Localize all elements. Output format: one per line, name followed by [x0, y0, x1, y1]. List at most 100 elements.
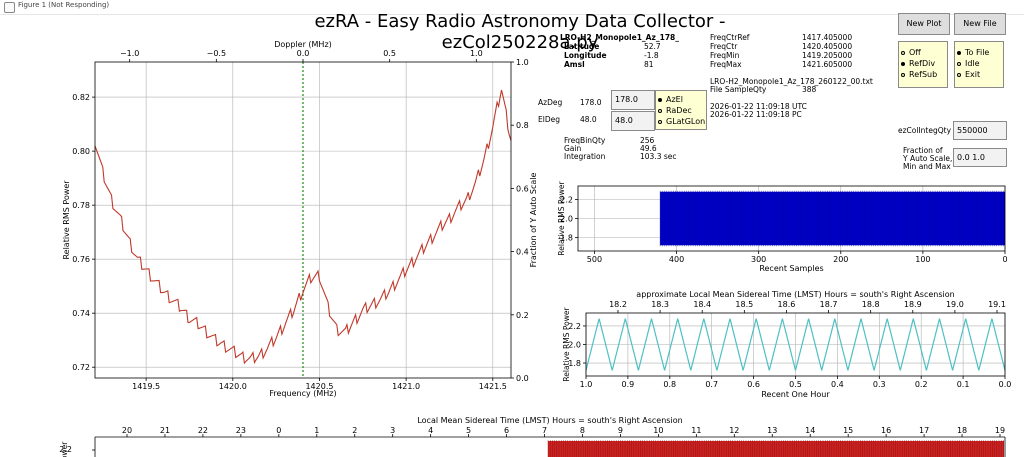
- top-x-tick-label: 14: [805, 426, 815, 435]
- freqmin-label: FreqMin: [710, 51, 740, 60]
- x-tick-label: 400: [669, 255, 684, 264]
- top-x-tick-label: 18.5: [735, 300, 753, 309]
- top-x-tick-label: 2: [352, 426, 357, 435]
- freqmax-label: FreqMax: [710, 60, 742, 69]
- x-tick-label: 1421.0: [392, 382, 420, 391]
- top-x-tick-label: 11: [691, 426, 701, 435]
- az-input[interactable]: 178.0: [611, 90, 655, 110]
- radio-idle[interactable]: Idle: [955, 58, 1003, 69]
- y-tick-label: 2.2: [59, 445, 72, 454]
- top-x-tick-label: 23: [236, 426, 246, 435]
- top-x-tick-label: 0: [276, 426, 281, 435]
- plot-frame: [577, 185, 1006, 252]
- x-axis-label: Recent Samples: [759, 264, 823, 273]
- radio-label: Exit: [965, 70, 981, 79]
- right-y-tick-label: 0.0: [516, 374, 529, 383]
- el-label: ElDeg: [538, 115, 560, 124]
- top-x-tick-label: 18.2: [609, 300, 627, 309]
- top-x-tick-label: 17: [919, 426, 929, 435]
- right-y-tick-label: 1.0: [516, 58, 529, 67]
- plot-frame: [94, 61, 512, 379]
- freqmin-value: 1419.205000: [802, 51, 853, 60]
- freqctr-value: 1420.405000: [802, 42, 853, 51]
- param-value: 103.3 sec: [640, 152, 677, 161]
- time-pc: 2026-01-22 11:09:18 PC: [710, 110, 802, 119]
- radio-off[interactable]: Off: [899, 47, 947, 58]
- top-x-tick-label: 10: [653, 426, 663, 435]
- top-x-tick-label: 13: [767, 426, 777, 435]
- yscale-label-line: Y Auto Scale,: [903, 154, 953, 163]
- x-tick-label: 0.4: [831, 380, 844, 389]
- freqmax-value: 1421.605000: [802, 60, 853, 69]
- radio-radec[interactable]: RaDec: [656, 105, 706, 116]
- y-tick-label: 0.76: [72, 255, 90, 264]
- radio-dot-icon: [901, 72, 905, 77]
- radio-dot-icon: [957, 61, 961, 66]
- time-utc: 2026-01-22 11:09:18 UTC: [710, 102, 807, 111]
- radio-to-file[interactable]: To File: [955, 47, 1003, 58]
- new-file-button[interactable]: New File: [954, 13, 1006, 35]
- radio-label: Off: [909, 48, 921, 57]
- top-x-tick-label: 9: [618, 426, 623, 435]
- radio-dot-icon: [658, 108, 662, 113]
- samples-band: [660, 191, 1005, 246]
- right-y-tick-label: 0.4: [516, 248, 529, 257]
- yscale-label-line: Min and Max: [903, 162, 951, 171]
- freq-info: FreqCtrRef 1417.405000 FreqCtr 1420.405000…: [710, 34, 870, 70]
- integ-label: ezColIntegQty: [898, 126, 952, 135]
- latitude-value: 52.7: [644, 42, 661, 51]
- x-axis-label: Frequency (MHz): [269, 389, 336, 398]
- top-x-tick-label: 3: [390, 426, 395, 435]
- top-x-tick-label: 1.0: [470, 49, 483, 58]
- y-tick-label: 2.0: [560, 215, 573, 224]
- top-x-tick-label: 1: [314, 426, 319, 435]
- file-sample-label: File SampleQty: [710, 85, 767, 94]
- radio-label: RaDec: [666, 106, 692, 115]
- plot-frame: [585, 312, 1006, 377]
- x-tick-label: 0.7: [705, 380, 718, 389]
- radio-glatglon[interactable]: GLatGLon: [656, 116, 706, 127]
- top-x-tick-label: 18: [957, 426, 967, 435]
- x-tick-label: 0.5: [789, 380, 802, 389]
- y-tick-label: 2.0: [568, 341, 581, 350]
- window-app-icon: [4, 2, 15, 13]
- y-tick-label: 0.72: [72, 363, 90, 372]
- integ-input[interactable]: 550000: [953, 121, 1007, 140]
- site-name: LRO-H2_Monopole1_Az_178_: [560, 33, 680, 42]
- x-tick-label: 1421.5: [479, 382, 507, 391]
- radio-refsub[interactable]: RefSub: [899, 69, 947, 80]
- freqctrref-value: 1417.405000: [802, 33, 853, 42]
- el-input[interactable]: 48.0: [611, 111, 655, 131]
- radio-dot-icon: [658, 119, 662, 124]
- lmst-band: [548, 441, 1004, 457]
- top-x-tick-label: 19.0: [946, 300, 964, 309]
- x-tick-label: 0: [1002, 255, 1007, 264]
- radio-azel[interactable]: AzEl: [656, 94, 706, 105]
- yscale-input[interactable]: 0.0 1.0: [953, 148, 1007, 167]
- file-name: LRO-H2_Monopole1_Az_178_260122_00.txt: [710, 77, 873, 86]
- window-titlebar: Figure 1 (Not Responding): [0, 0, 1024, 15]
- coord-radio-group: AzEl RaDec GLatGLon: [655, 90, 707, 130]
- top-x-tick-label: 6: [504, 426, 509, 435]
- amsl-row: Amsl 81: [560, 61, 710, 70]
- x-tick-label: 1419.5: [132, 382, 160, 391]
- param-row: Gain 49.6: [564, 145, 677, 153]
- x-tick-label: 0.2: [915, 380, 928, 389]
- top-x-tick-label: 18.8: [862, 300, 880, 309]
- param-row: FreqBinQty 256: [564, 137, 677, 145]
- radio-label: To File: [965, 48, 990, 57]
- x-tick-label: 0.1: [957, 380, 970, 389]
- x-tick-label: 200: [833, 255, 848, 264]
- y-axis-label: Relative RMS Power: [557, 181, 566, 256]
- param-row: Integration 103.3 sec: [564, 153, 677, 161]
- radio-exit[interactable]: Exit: [955, 69, 1003, 80]
- param-value: 256: [640, 136, 655, 145]
- right-y-tick-label: 0.2: [516, 311, 529, 320]
- top-x-tick-label: 21: [160, 426, 170, 435]
- new-plot-button[interactable]: New Plot: [898, 13, 950, 35]
- radio-refdiv[interactable]: RefDiv: [899, 58, 947, 69]
- x-tick-label: 1420.0: [219, 382, 247, 391]
- yscale-label: Fraction of Y Auto Scale, Min and Max: [903, 147, 952, 171]
- top-x-tick-label: 12: [729, 426, 739, 435]
- param-label: Integration: [564, 152, 606, 161]
